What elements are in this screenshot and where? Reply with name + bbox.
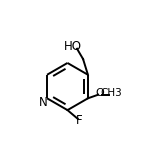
Text: N: N (39, 96, 48, 109)
Text: CH3: CH3 (101, 88, 122, 98)
Text: F: F (76, 114, 83, 127)
Text: O: O (95, 88, 104, 98)
Text: HO: HO (64, 40, 82, 53)
